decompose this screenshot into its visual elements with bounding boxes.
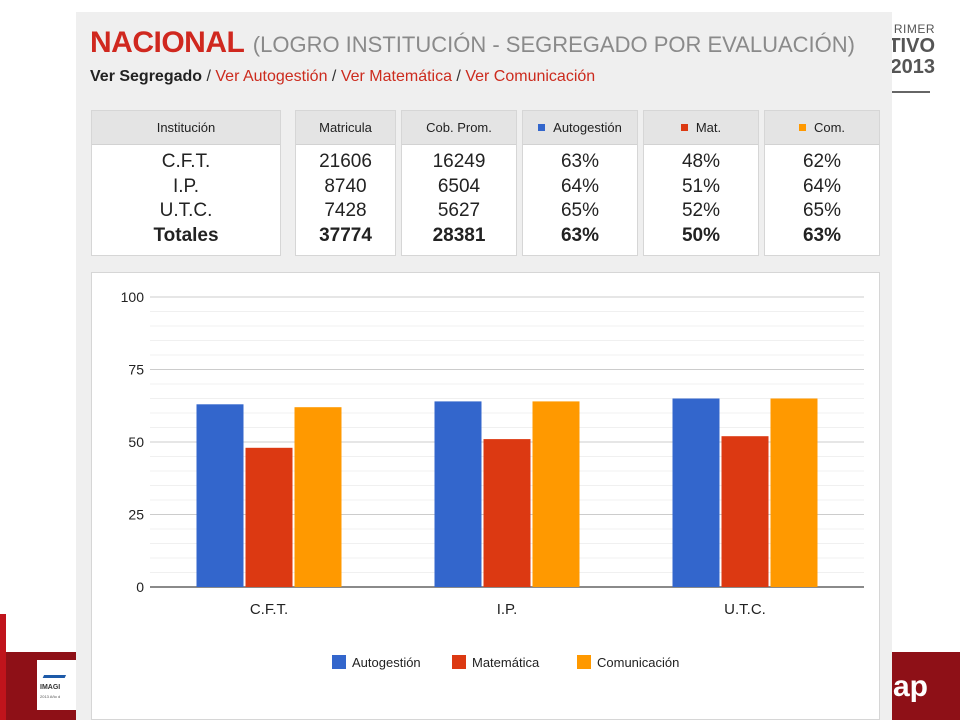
dashboard-panel: NACIONAL (LOGRO INSTITUCIÓN - SEGREGADO … — [76, 12, 892, 720]
table-header: Matricula — [296, 111, 395, 145]
table-cell: 21606 — [319, 151, 372, 172]
table-col-institucion: Institución C.F.T. I.P. U.T.C. Totales — [91, 110, 281, 256]
header-label: Mat. — [695, 120, 722, 135]
header-label: Institución — [156, 120, 216, 135]
legend-label: Comunicación — [597, 655, 679, 670]
x-tick-label: I.P. — [497, 601, 518, 618]
table-body: 63% 64% 65% 63% — [523, 145, 637, 248]
table-body: 62% 64% 65% 63% — [765, 145, 879, 248]
table-total: 37774 — [319, 224, 372, 246]
table-cell: 5627 — [437, 200, 481, 221]
nav-link-comunicacion[interactable]: Ver Comunicación — [465, 68, 596, 85]
table-total: 50% — [681, 224, 721, 246]
nav-link-autogestion[interactable]: Ver Autogestión — [215, 68, 328, 85]
legend-swatch — [332, 655, 346, 669]
table-header: Cob. Prom. — [402, 111, 516, 145]
x-tick-label: U.T.C. — [724, 601, 766, 618]
table-total: 28381 — [432, 224, 486, 246]
footer-logo-subtext: 2013 Año d — [40, 694, 61, 699]
background-divider — [890, 91, 930, 93]
table-cell: 65% — [560, 200, 600, 221]
chart-container: 0 25 50 75 100 C.F.T. I.P. U.T.C. Autogestión Mat… — [91, 272, 880, 720]
bar-comunicación — [294, 407, 342, 587]
table-body: 48% 51% 52% 50% — [644, 145, 758, 248]
table-header: Mat. — [644, 111, 758, 145]
table-cell: 16249 — [432, 151, 486, 172]
bar-chart: 0 25 50 75 100 C.F.T. I.P. U.T.C. Autogestión Mat… — [121, 289, 864, 670]
view-nav: Ver Segregado / Ver Autogestión / Ver Ma… — [90, 68, 595, 86]
y-tick-label: 75 — [128, 362, 144, 378]
bar-matemática — [721, 436, 769, 587]
title-subtitle: (LOGRO INSTITUCIÓN - SEGREGADO POR EVALU… — [252, 32, 855, 57]
table-cell: 63% — [560, 151, 600, 172]
table-total: 63% — [560, 224, 600, 246]
bar-autogestión — [196, 404, 244, 587]
table-total: Totales — [153, 224, 219, 246]
header-label: Matricula — [319, 120, 372, 135]
legend-swatch — [577, 655, 591, 669]
footer-right-text: ap — [893, 670, 929, 703]
footer-logo-text: IMAGI — [40, 684, 61, 691]
table-cell: 51% — [681, 175, 721, 197]
legend-label: Matemática — [472, 655, 540, 670]
legend-swatch — [452, 655, 466, 669]
y-tick-label: 100 — [121, 289, 145, 305]
table-cell: 65% — [802, 200, 842, 221]
table-cell: 7428 — [324, 200, 367, 221]
table-cell: 64% — [560, 175, 600, 197]
legend-square-icon — [798, 124, 806, 131]
table-cell: 8740 — [324, 175, 367, 197]
legend-square-icon — [680, 124, 688, 131]
y-tick-label: 50 — [128, 434, 144, 450]
table-body: 21606 8740 7428 37774 — [296, 145, 395, 248]
nav-link-matematica[interactable]: Ver Matemática — [340, 68, 452, 85]
table-cell: C.F.T. — [161, 151, 211, 172]
x-tick-label: C.F.T. — [250, 601, 288, 618]
y-tick-label: 0 — [136, 579, 144, 595]
table-col-autogestion: Autogestión 63% 64% 65% 63% — [522, 110, 638, 256]
bar-comunicación — [532, 401, 580, 587]
legend-square-icon — [538, 124, 546, 131]
background-text-line-3: 2013 — [890, 56, 936, 78]
header-label: Com. — [813, 120, 846, 135]
footer-accent — [0, 614, 6, 720]
nav-separator: / — [451, 68, 466, 85]
nav-separator: / — [202, 68, 216, 85]
background-slide-text: RIMER TIVO 2013 — [885, 22, 935, 78]
bar-matemática — [483, 439, 531, 587]
table-cell: 6504 — [437, 175, 481, 197]
bar-autogestión — [672, 398, 720, 587]
table-cell: 52% — [681, 200, 721, 221]
table-header: Com. — [765, 111, 879, 145]
table-body: 16249 6504 5627 28381 — [402, 145, 516, 248]
title-main: NACIONAL — [90, 26, 245, 59]
legend-label: Autogestión — [352, 655, 421, 670]
table-cell: 64% — [802, 175, 842, 197]
table-col-com: Com. 62% 64% 65% 63% — [764, 110, 880, 256]
table-cell: I.P. — [172, 175, 200, 197]
y-tick-label: 25 — [128, 507, 144, 523]
bar-autogestión — [434, 401, 482, 587]
background-text-line-2: TIVO — [888, 35, 935, 57]
background-text-line-1: RIMER — [893, 22, 935, 36]
table-col-matricula: Matricula 21606 8740 7428 37774 — [295, 110, 396, 256]
page-title: NACIONAL (LOGRO INSTITUCIÓN - SEGREGADO … — [90, 26, 855, 60]
nav-current: Ver Segregado — [90, 68, 203, 85]
table-cell: 48% — [681, 151, 721, 172]
table-col-cobertura: Cob. Prom. 16249 6504 5627 28381 — [401, 110, 517, 256]
nav-separator: / — [327, 68, 341, 85]
table-cell: 62% — [802, 151, 842, 172]
table-header: Autogestión — [523, 111, 637, 145]
header-label: Autogestión — [553, 120, 622, 135]
footer-logo: IMAGI 2013 Año d — [37, 660, 77, 710]
table-total: 63% — [802, 224, 842, 246]
header-label: Cob. Prom. — [426, 120, 492, 135]
bar-comunicación — [770, 398, 818, 587]
table-body: C.F.T. I.P. U.T.C. Totales — [92, 145, 280, 248]
table-col-mat: Mat. 48% 51% 52% 50% — [643, 110, 759, 256]
table-cell: U.T.C. — [159, 200, 213, 221]
logo-mark-icon — [42, 668, 70, 678]
bar-matemática — [245, 447, 293, 587]
table-header: Institución — [92, 111, 280, 145]
